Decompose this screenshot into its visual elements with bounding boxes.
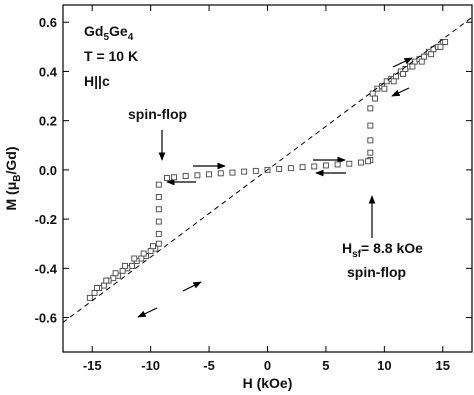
data-point xyxy=(86,294,93,301)
arrow xyxy=(137,307,158,318)
y-tick-label: 0.6 xyxy=(39,15,57,30)
x-tick-label: -15 xyxy=(83,358,102,373)
data-point xyxy=(140,250,147,257)
reference-line xyxy=(62,16,473,323)
annotation-part: 5 xyxy=(103,32,109,43)
annotation: Hsf= 8.8 kOe xyxy=(342,240,423,260)
data-point xyxy=(367,137,374,144)
data-point xyxy=(217,170,224,177)
data-point xyxy=(150,243,156,250)
arrow xyxy=(391,87,410,97)
x-tick-label: 0 xyxy=(264,358,271,373)
data-point xyxy=(421,53,428,60)
data-point xyxy=(164,175,170,181)
x-tick-label: -5 xyxy=(203,358,215,373)
data-point xyxy=(442,38,449,45)
annotation-part: H xyxy=(342,240,352,256)
data-point xyxy=(155,218,162,225)
y-axis-label-part: B xyxy=(12,174,23,181)
data-point xyxy=(367,105,374,112)
data-point xyxy=(112,270,119,277)
data-point xyxy=(346,160,353,167)
annotation-part: Ge xyxy=(109,23,128,39)
data-point xyxy=(437,43,444,50)
data-point xyxy=(147,248,154,255)
data-point xyxy=(428,51,435,58)
x-tick-label: 10 xyxy=(377,358,391,373)
data-point xyxy=(299,164,306,171)
data-point xyxy=(372,95,378,102)
y-tick-label: -0.6 xyxy=(35,311,57,326)
data-point xyxy=(381,85,388,92)
annotation: spin-flop xyxy=(128,106,187,122)
y-axis-label-part: /Gd) xyxy=(3,146,19,174)
data-point xyxy=(103,277,110,284)
data-point xyxy=(131,255,138,262)
y-tick-label: -0.4 xyxy=(35,261,58,276)
y-axis-label-part: M (μ xyxy=(3,182,19,211)
data-point xyxy=(155,240,162,247)
data-point xyxy=(367,149,374,156)
y-axis-label: M (μB/Gd) xyxy=(3,146,23,210)
annotation-part: = 8.8 kOe xyxy=(361,240,423,256)
data-point xyxy=(155,206,162,213)
data-point xyxy=(322,162,329,169)
data-point xyxy=(418,58,425,65)
data-point xyxy=(287,165,294,172)
data-point xyxy=(334,161,341,168)
data-point xyxy=(241,168,248,175)
annotation-part: H||c xyxy=(84,73,110,89)
data-point xyxy=(91,289,98,296)
data-point xyxy=(171,174,177,181)
data-point xyxy=(369,90,376,97)
annotation: spin-flop xyxy=(347,264,406,280)
data-point xyxy=(365,158,371,165)
y-tick-label: 0.4 xyxy=(39,64,58,79)
annotation-part: spin-flop xyxy=(128,106,187,122)
annotation-part: sf xyxy=(352,249,362,260)
data-point xyxy=(155,181,162,188)
data-point xyxy=(229,169,236,176)
annotation-part: 4 xyxy=(128,32,134,43)
y-tick-label: 0.0 xyxy=(39,163,57,178)
data-point xyxy=(252,167,259,174)
data-point xyxy=(194,172,201,179)
data-point xyxy=(367,122,374,129)
annotation-part: spin-flop xyxy=(347,264,406,280)
data-point xyxy=(311,163,318,170)
x-tick-label: 15 xyxy=(436,358,450,373)
arrow xyxy=(392,57,413,68)
annotation: H||c xyxy=(84,73,110,89)
data-point xyxy=(119,267,126,274)
annotation: T = 10 K xyxy=(84,48,138,64)
x-tick-label: -10 xyxy=(141,358,160,373)
arrow xyxy=(182,281,202,292)
data-point xyxy=(390,78,397,85)
x-axis-label: H (kOe) xyxy=(243,375,293,391)
data-point xyxy=(155,230,162,237)
x-tick-label: 5 xyxy=(322,358,329,373)
data-point xyxy=(182,173,189,179)
annotation: Gd5Ge4 xyxy=(84,23,134,43)
y-tick-label: -0.2 xyxy=(35,212,57,227)
data-point xyxy=(276,165,283,172)
data-point xyxy=(206,171,213,178)
annotation-part: T = 10 K xyxy=(84,48,138,64)
y-tick-label: 0.2 xyxy=(39,114,57,129)
data-point xyxy=(93,285,100,291)
arrows xyxy=(137,57,413,318)
data-point xyxy=(400,70,407,77)
data-point xyxy=(121,262,128,269)
data-point xyxy=(155,194,162,200)
data-point xyxy=(409,63,416,70)
annotation-part: Gd xyxy=(84,23,103,39)
data-point xyxy=(393,73,399,80)
data-point xyxy=(358,159,364,166)
